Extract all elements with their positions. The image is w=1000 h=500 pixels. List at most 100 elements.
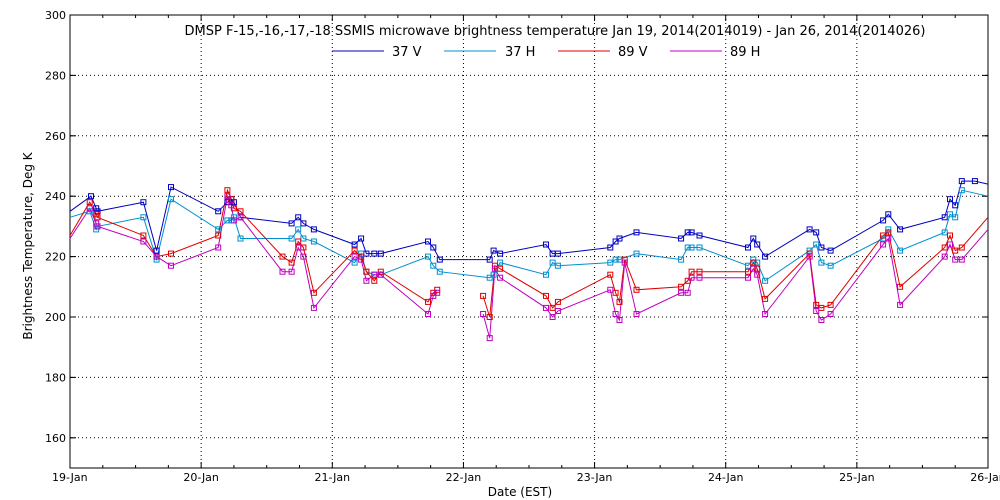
point-89h: [897, 301, 904, 308]
point-89h: [958, 256, 965, 263]
point-89h: [230, 217, 237, 224]
legend-label-89v: 89 V: [618, 45, 648, 60]
x-tick-label: 23-Jan: [577, 471, 613, 484]
x-tick-label: 20-Jan: [183, 471, 219, 484]
point-37v: [897, 226, 904, 233]
point-37h: [813, 241, 820, 248]
point-89v: [607, 271, 614, 278]
point-89h: [363, 277, 370, 284]
point-37v: [971, 178, 978, 185]
point-89v: [696, 268, 703, 275]
point-89v: [754, 265, 761, 272]
point-89h: [952, 256, 959, 263]
point-89v: [633, 286, 640, 293]
point-37h: [549, 259, 556, 266]
point-89h: [351, 253, 358, 260]
point-37v: [633, 229, 640, 236]
point-89h: [818, 317, 825, 323]
point-37v: [497, 250, 504, 257]
point-89h: [377, 271, 384, 278]
point-89v: [425, 298, 431, 305]
point-89h: [754, 271, 761, 278]
point-89h: [140, 238, 147, 245]
point-37v: [377, 250, 384, 257]
point-37v: [947, 196, 953, 203]
point-37h: [612, 256, 619, 263]
point-89v: [351, 247, 358, 254]
point-37v: [750, 235, 757, 242]
point-89v: [684, 277, 691, 284]
point-89v: [827, 301, 834, 308]
point-89v: [295, 238, 302, 245]
point-89h: [750, 265, 757, 272]
point-37h: [754, 259, 761, 266]
point-89h: [745, 274, 751, 281]
point-37v: [295, 214, 302, 221]
point-89h: [295, 244, 302, 251]
ticks: 160 180 200 220 240 260 280 300 19-Jan 20-Jan 21-J…: [45, 9, 1000, 484]
point-37h: [168, 196, 174, 203]
point-89v: [215, 232, 222, 239]
point-37h: [818, 259, 825, 266]
point-89h: [228, 202, 235, 209]
series-line-89v: [482, 216, 989, 318]
point-37v: [490, 247, 497, 254]
point-37h: [288, 235, 295, 242]
point-89h: [224, 193, 231, 200]
point-37h: [215, 226, 222, 233]
point-89h: [616, 317, 623, 323]
point-37v: [486, 256, 493, 263]
point-89h: [215, 244, 222, 251]
point-37v: [885, 211, 892, 218]
point-37h: [140, 214, 147, 221]
point-89v: [310, 289, 317, 296]
point-37h: [543, 271, 549, 278]
chart-title: DMSP F-15,-16,-17,-18 SSMIS microwave br…: [185, 24, 926, 39]
point-89h: [633, 311, 640, 317]
point-37v: [616, 235, 623, 242]
y-tick-label: 160: [45, 432, 66, 445]
point-37v: [140, 199, 147, 206]
point-37h: [554, 262, 561, 269]
x-tick-label: 19-Jan: [52, 471, 88, 484]
point-37h: [230, 214, 237, 221]
series-markers: [86, 178, 978, 342]
point-89v: [750, 259, 757, 266]
y-tick-label: 240: [45, 190, 66, 203]
point-89v: [543, 292, 549, 299]
point-89h: [678, 289, 685, 296]
y-tick-label: 260: [45, 130, 66, 143]
point-37v: [358, 235, 365, 242]
point-89v: [678, 283, 685, 290]
point-37h: [497, 259, 504, 266]
x-tick-label: 21-Jan: [315, 471, 351, 484]
point-89h: [358, 256, 365, 263]
point-89h: [497, 274, 504, 281]
point-89h: [168, 262, 174, 269]
point-89h: [806, 253, 813, 260]
point-89h: [434, 289, 441, 296]
point-89v: [480, 292, 487, 299]
point-37v: [754, 241, 761, 248]
point-37h: [310, 238, 317, 245]
point-89v: [762, 295, 769, 302]
point-89h: [430, 292, 437, 299]
point-89h: [941, 253, 948, 260]
point-37h: [224, 217, 231, 224]
point-89h: [684, 289, 691, 296]
y-axis-title: Brightness Temperature, Deg K: [21, 151, 35, 339]
x-tick-label: 25-Jan: [839, 471, 875, 484]
point-37v: [688, 229, 695, 236]
point-89h: [549, 314, 556, 320]
legend-label-37h: 37 H: [505, 45, 535, 60]
point-37v: [436, 256, 443, 263]
point-89h: [425, 311, 431, 317]
point-89h: [237, 214, 244, 221]
point-37v: [168, 184, 174, 191]
series-lines: [69, 180, 989, 339]
point-37v: [310, 226, 317, 233]
point-89h: [543, 304, 549, 311]
point-89h: [947, 241, 953, 248]
point-37h: [941, 229, 948, 236]
